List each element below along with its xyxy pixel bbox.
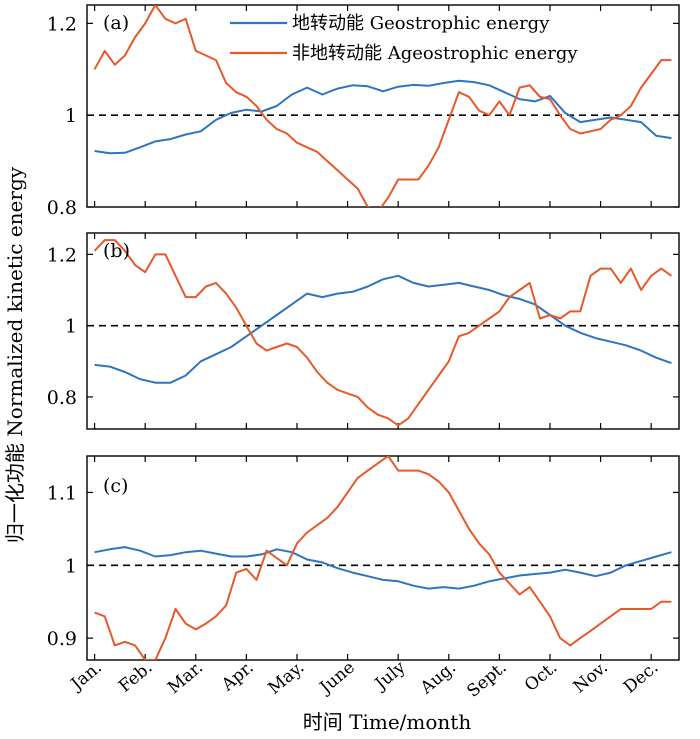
panel-a: 0.8 1 1.2 (a): [47, 4, 680, 219]
panel-b: 0.8 1 1.2 (b): [47, 232, 680, 430]
panel-frame: [86, 455, 680, 661]
y-tick-label: 1.2: [47, 13, 77, 35]
x-tick-label: July: [370, 657, 410, 695]
y-tick-label: 1: [65, 555, 77, 577]
x-tick-label: Nov.: [570, 658, 612, 698]
panel-frame: [86, 232, 680, 430]
legend-label-geostrophic: 地转动能 Geostrophic energy: [292, 13, 550, 34]
panels: 0.8 1 1.2 (a) 0.8 1 1.2 (b) 0.9 1 1.1 (c): [47, 4, 680, 661]
series-group: [94, 456, 672, 660]
x-tick-label: Jan.: [66, 658, 106, 696]
panel-c: 0.9 1 1.1 (c): [47, 455, 680, 661]
x-tick-label: May.: [264, 658, 308, 699]
x-tick-label: Aug.: [416, 658, 460, 699]
y-tick-label: 1.1: [47, 482, 77, 504]
x-tick-label: Oct.: [521, 658, 561, 696]
y-tick-label: 0.9: [47, 628, 77, 650]
panel-label: (b): [103, 240, 130, 262]
legend-label-ageostrophic: 非地转动能 Ageostrophic energy: [292, 43, 578, 64]
y-tick-label: 1: [65, 316, 77, 338]
y-axis-title: 归一化功能 Normalized kinetic energy: [3, 166, 27, 543]
series-line-ageostrophic: [93, 5, 672, 207]
series-line-ageostrophic: [93, 239, 672, 427]
series-group: [93, 239, 672, 427]
panel-label: (c): [103, 475, 128, 497]
series-line-ageostrophic: [94, 456, 672, 660]
y-tick-label: 0.8: [47, 387, 77, 409]
series-line-geostrophic: [94, 274, 672, 384]
x-tick-label: June: [315, 658, 359, 700]
series-line-geostrophic: [94, 546, 672, 590]
legend: 地转动能 Geostrophic energy 非地转动能 Ageostroph…: [230, 13, 578, 64]
series-group: [93, 5, 672, 207]
x-axis-labels: Jan. Feb. Mar. Apr. May. June July Aug. Sept. Oct…: [66, 657, 663, 701]
x-tick-label: Feb.: [115, 658, 156, 697]
y-tick-label: 1.2: [47, 244, 77, 266]
x-tick-label: Sept.: [463, 658, 510, 702]
x-tick-label: Mar.: [164, 658, 207, 699]
y-tick-label: 0.8: [47, 197, 77, 219]
panel-frame: [86, 4, 680, 208]
x-tick-label: Apr.: [217, 658, 257, 696]
y-tick-label: 1: [65, 105, 77, 127]
series-line-geostrophic: [94, 79, 672, 155]
x-axis-title: 时间 Time/month: [303, 710, 472, 734]
panel-label: (a): [103, 12, 129, 34]
x-tick-label: Dec.: [620, 658, 662, 698]
